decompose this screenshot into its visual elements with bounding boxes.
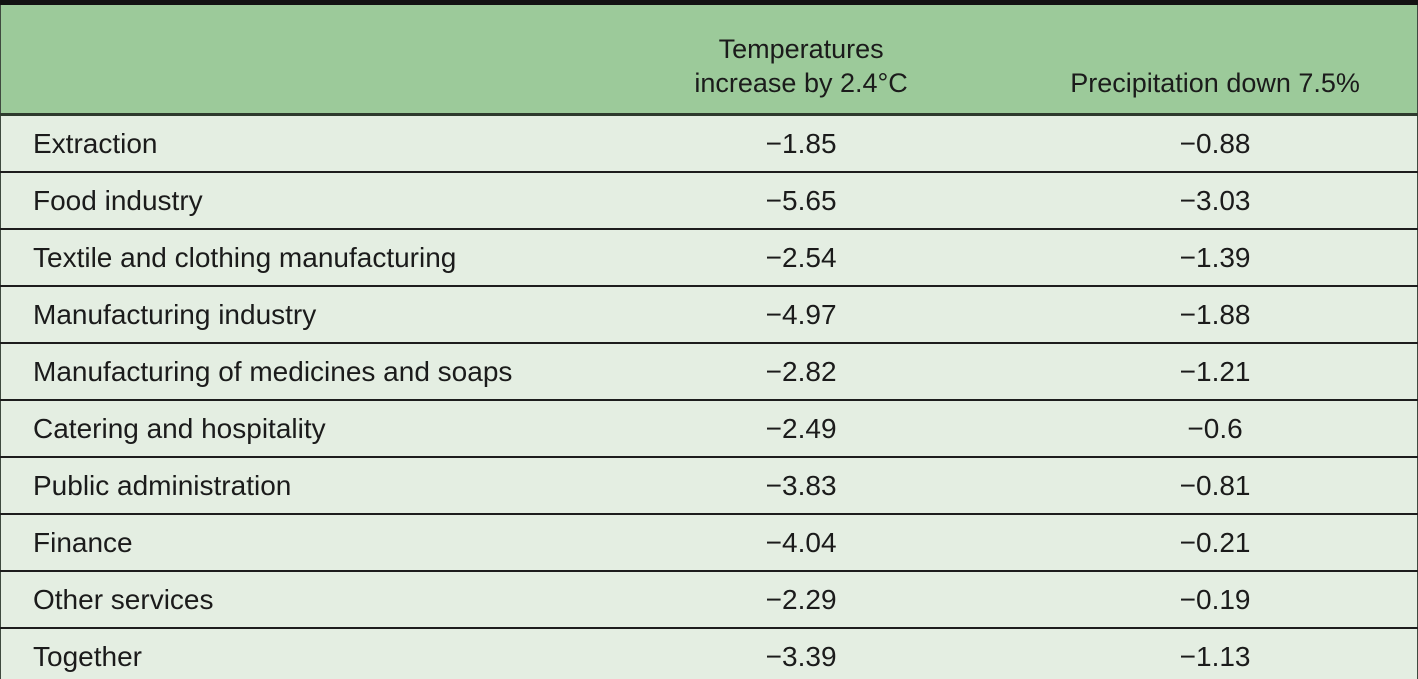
header-temperature-line2: increase by 2.4°C (694, 68, 908, 98)
table-row: Together −3.39 −1.13 (0, 628, 1418, 679)
table-row: Manufacturing of medicines and soaps −2.… (0, 343, 1418, 401)
temp-value: −2.29 (631, 571, 972, 629)
precip-value: −1.88 (971, 286, 1418, 344)
row-label: Food industry (0, 172, 632, 230)
header-empty-cell (0, 2, 632, 116)
header-precipitation-scenario: Precipitation down 7.5% (971, 2, 1418, 116)
temp-value: −3.83 (631, 457, 972, 515)
table-row: Finance −4.04 −0.21 (0, 514, 1418, 572)
row-label: Finance (0, 514, 632, 572)
row-label: Public administration (0, 457, 632, 515)
precip-value: −0.19 (971, 571, 1418, 629)
temp-value: −3.39 (631, 628, 972, 679)
table-row: Public administration −3.83 −0.81 (0, 457, 1418, 515)
temp-value: −5.65 (631, 172, 972, 230)
table-row: Textile and clothing manufacturing −2.54… (0, 229, 1418, 287)
table-row: Manufacturing industry −4.97 −1.88 (0, 286, 1418, 344)
header-temperature-scenario: Temperatures increase by 2.4°C (631, 2, 972, 116)
table-row: Food industry −5.65 −3.03 (0, 172, 1418, 230)
precip-value: −0.21 (971, 514, 1418, 572)
table-body: Extraction −1.85 −0.88 Food industry −5.… (0, 114, 1418, 679)
temp-value: −2.49 (631, 400, 972, 458)
table-row: Other services −2.29 −0.19 (0, 571, 1418, 629)
row-label: Together (0, 628, 632, 679)
header-row: Temperatures increase by 2.4°C Precipita… (0, 2, 1418, 116)
precip-value: −1.39 (971, 229, 1418, 287)
table-row: Catering and hospitality −2.49 −0.6 (0, 400, 1418, 458)
precip-value: −3.03 (971, 172, 1418, 230)
table-header: Temperatures increase by 2.4°C Precipita… (0, 2, 1418, 116)
precip-value: −0.81 (971, 457, 1418, 515)
table-row: Extraction −1.85 −0.88 (0, 114, 1418, 173)
row-label: Extraction (0, 114, 632, 173)
precip-value: −1.21 (971, 343, 1418, 401)
temp-value: −4.97 (631, 286, 972, 344)
precip-value: −1.13 (971, 628, 1418, 679)
row-label: Manufacturing industry (0, 286, 632, 344)
row-label: Manufacturing of medicines and soaps (0, 343, 632, 401)
header-temperature-line1: Temperatures (718, 34, 884, 64)
precip-value: −0.6 (971, 400, 1418, 458)
row-label: Textile and clothing manufacturing (0, 229, 632, 287)
precip-value: −0.88 (971, 114, 1418, 173)
temp-value: −4.04 (631, 514, 972, 572)
row-label: Catering and hospitality (0, 400, 632, 458)
temp-value: −2.82 (631, 343, 972, 401)
temp-value: −1.85 (631, 114, 972, 173)
row-label: Other services (0, 571, 632, 629)
temp-value: −2.54 (631, 229, 972, 287)
